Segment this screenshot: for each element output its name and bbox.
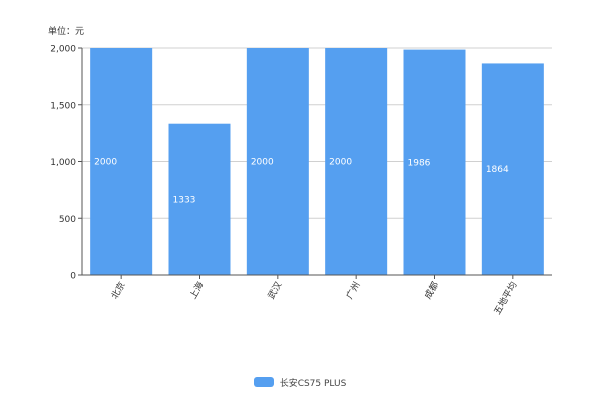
- bar: [403, 49, 466, 275]
- data-label: 1986: [408, 158, 431, 168]
- data-label: 2000: [94, 158, 117, 168]
- y-tick-label: 2,000: [50, 45, 76, 55]
- x-tick-label: 五地平均: [491, 280, 519, 317]
- bar: [90, 48, 153, 275]
- legend: 长安CS75 PLUS: [0, 373, 600, 391]
- x-tick-label: 成都: [422, 280, 441, 302]
- y-tick-label: 1,500: [50, 101, 76, 111]
- x-tick-label: 广州: [343, 280, 362, 302]
- y-tick-label: 500: [59, 215, 76, 225]
- bar: [325, 48, 388, 275]
- legend-label: 长安CS75 PLUS: [279, 378, 347, 389]
- gridlines: [82, 47, 552, 219]
- x-tick-label: 北京: [108, 280, 127, 302]
- x-tick-label: 武汉: [265, 280, 284, 302]
- unit-label: 单位：元: [48, 25, 84, 37]
- y-tick-label: 1,000: [50, 158, 76, 168]
- data-label: 1864: [486, 165, 509, 175]
- y-tick-label: 0: [70, 272, 76, 282]
- bars: 2000 1333 2000 2000 1986 1864: [90, 48, 544, 275]
- data-label: 1333: [173, 195, 196, 205]
- bar: [481, 63, 544, 275]
- data-label: 2000: [329, 158, 352, 168]
- bar: [246, 48, 309, 275]
- legend-swatch: [253, 377, 274, 387]
- data-label: 2000: [251, 158, 274, 168]
- x-tick-label: 上海: [187, 280, 206, 302]
- bar: [168, 123, 231, 275]
